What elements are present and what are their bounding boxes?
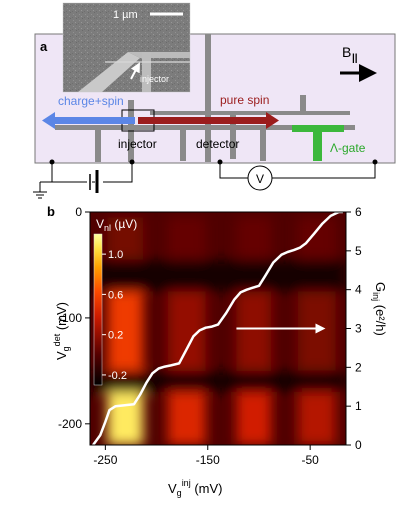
y-right-tick-label: 2 [355,360,362,374]
panel-a-label: a [40,39,48,54]
colorbar-tick-label: 0.2 [108,330,123,342]
y-axis-left-title: Vgdet (mV) [52,302,71,360]
panel-b: b 1.0 0.6 0.2 -0.2 Vnl (µV) -250 -150 -50 0 -10… [47,204,388,498]
x-tick-label: -50 [301,453,319,467]
y-left-sup: det [52,333,62,346]
heatmap-block [107,217,144,260]
injector-label: injector [118,137,157,151]
pure-spin-label: pure spin [220,93,269,107]
heatmap-dark-band [90,259,346,292]
axes: -250 -150 -50 0 -100 -200 0 1 2 3 4 5 6 [58,205,362,467]
y-right-tick-label: 1 [355,399,362,413]
x-sub: g [177,488,182,498]
scale-bar-label: 1 µm [113,9,138,21]
voltmeter-icon [247,165,273,191]
circuit [33,162,376,199]
panel-b-label: b [47,204,55,219]
y-left-sub: g [61,346,71,351]
y-axis-right-title: Ginj (e²/h) [371,282,388,336]
circuit-nodes [49,159,378,165]
field-subscript: || [352,53,358,64]
y-left-tick-label: -200 [58,417,82,431]
y-left-unit: (mV) [54,302,69,334]
colorbar-title-unit: (µV) [111,217,137,231]
heatmap-block [236,291,272,371]
heatmap-block [236,217,272,260]
charge-spin-label: charge+spin [58,94,124,108]
heatmap [89,211,347,446]
colorbar-tick-label: -0.2 [108,370,127,382]
sem-injector-label: injector [140,74,169,84]
x-sup: inj [182,478,191,488]
field-indicator: B || [340,44,377,82]
charge-spin-arrow [42,112,135,129]
gate-label: Λ-gate [330,141,366,155]
heatmap-dark-band [90,370,346,393]
sem-inset: 1 µm injector [62,2,191,93]
sem-injector-arrow [130,62,140,80]
x-tick-label: -150 [196,453,220,467]
colorbar-title-main: V [96,217,104,231]
colorbar-ticks: 1.0 0.6 0.2 -0.2 [102,249,127,382]
pure-spin-arrow [138,112,279,129]
colorbar-tick-label: 1.0 [108,249,123,261]
colorbar-title: Vnl (µV) [96,217,137,233]
heatmap-block [107,291,144,371]
y-right-tick-label: 0 [355,438,362,452]
lambda-gate [292,125,344,161]
y-right-tick-label: 4 [355,283,362,297]
heatmap-block [167,217,206,260]
y-right-tick-label: 5 [355,244,362,258]
colorbar-title-sub: nl [104,223,111,233]
voltmeter-label: V [256,172,264,186]
y-left-tick-label: 0 [75,205,82,219]
colorbar-tick-label: 0.6 [108,289,123,301]
x-unit: (mV) [191,481,223,496]
field-label: B [342,44,351,60]
x-tick-label: -250 [93,453,117,467]
colorbar-gradient [93,233,103,386]
panel-a: a 1 µm injector B || [33,2,396,199]
y-right-tick-label: 3 [355,322,362,336]
y-right-unit: (e²/h) [373,301,388,336]
x-main: V [168,481,177,496]
detector-label: detector [196,137,239,151]
y-right-tick-label: 6 [355,205,362,219]
colorbar: 1.0 0.6 0.2 -0.2 Vnl (µV) [93,217,137,386]
heatmap-block [236,392,272,445]
x-axis-title: Vginj (mV) [168,478,222,498]
heatmap-block [297,392,336,445]
heatmap-block [297,291,336,371]
y-left-main: V [54,351,69,360]
y-left-tick-label: -100 [58,311,82,325]
heatmap-block [297,217,336,260]
sem-contact-vertical [142,52,151,92]
y-right-main: G [373,282,388,292]
conductance-curve [92,212,343,445]
heatmap-block [167,392,206,445]
y-right-sub: inj [371,292,381,301]
